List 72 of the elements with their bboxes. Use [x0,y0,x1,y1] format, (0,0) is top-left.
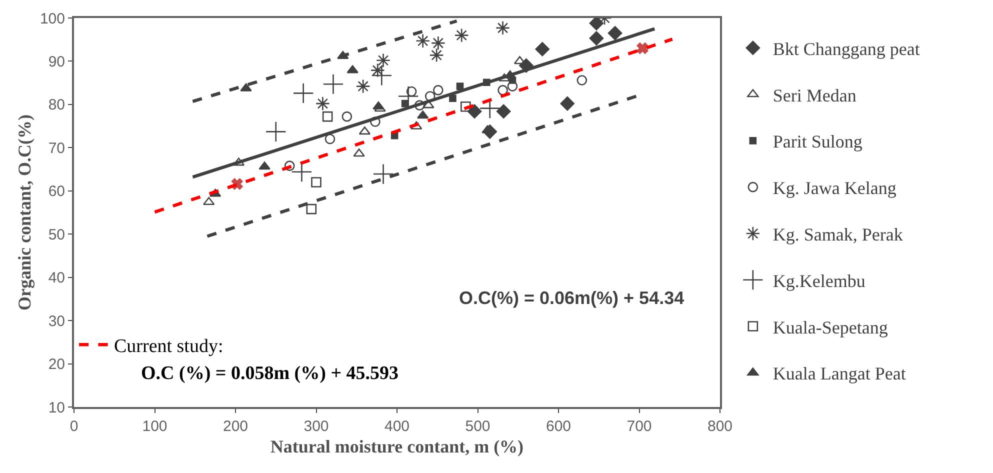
y-axis-title: Organic contant, O.C(%) [14,114,35,310]
y-tick-label: 50 [48,226,65,244]
point [433,85,444,96]
point [258,162,270,170]
point [371,65,392,86]
point [203,196,215,206]
y-tick-label: 10 [48,399,65,416]
point [454,28,469,43]
x-tick-label: 300 [304,418,329,435]
x-tick-label: 600 [546,418,572,435]
point [322,111,333,122]
point [410,121,422,130]
x-axis-title: Natural moisture contant, m (%) [270,436,524,457]
point [265,121,286,142]
point [560,96,575,111]
point [311,177,322,188]
legend-label: Parit Sulong [772,132,862,152]
point [449,94,456,102]
point [324,134,336,144]
x-tick-label: 400 [384,418,410,435]
point [376,53,391,68]
point [406,86,417,97]
legend-label: Kg. Jawa Kelang [772,178,896,198]
point [240,83,252,92]
point [306,204,317,214]
point [292,82,314,104]
point [322,74,344,95]
legend-label: Bkt Changgang peat [772,38,920,59]
point [456,82,464,90]
legend-label: Kg. Samak, Perak [772,224,903,244]
legend-label: Kuala Langat Peat [772,364,906,384]
point [342,111,352,122]
annotation: O.C(%) = 0.06m(%) + 54.34 [459,288,684,308]
legend-label: Current study: [114,336,224,358]
y-tick-label: 60 [48,183,65,200]
point [535,42,550,56]
y-tick-label: 100 [40,10,65,28]
point [398,86,419,107]
x-tick-label: 100 [142,418,168,435]
point [346,65,358,74]
point [284,160,295,171]
point [460,101,471,112]
point [589,18,604,30]
y-tick-label: 20 [48,356,65,374]
x-tick-label: 200 [222,418,248,435]
x-tick-label: 0 [70,418,78,435]
y-tick-label: 40 [48,270,65,287]
y-tick-label: 70 [48,140,65,157]
point [429,48,444,62]
x-tick-label: 500 [465,418,490,435]
point [353,148,365,157]
point [608,26,622,40]
point [315,96,330,111]
point [576,75,588,86]
point [372,164,394,184]
point [636,42,648,54]
y-tick-label: 90 [48,53,65,70]
point [430,36,446,50]
point [589,31,604,46]
annotation: O.C (%) = 0.058m (%) + 45.593 [141,363,399,384]
legend-label: Kg.Kelembu [772,270,866,291]
y-tick-label: 30 [48,312,65,330]
x-tick-label: 800 [707,418,733,435]
point [496,104,511,119]
point [498,85,508,96]
point [416,34,430,48]
x-tick-label: 700 [626,418,652,435]
legend-label: Seri Medan [772,85,856,106]
point [496,20,510,36]
legend-label: Kuala-Sepetang [772,317,888,338]
y-tick-label: 80 [48,96,65,114]
point [356,79,370,94]
